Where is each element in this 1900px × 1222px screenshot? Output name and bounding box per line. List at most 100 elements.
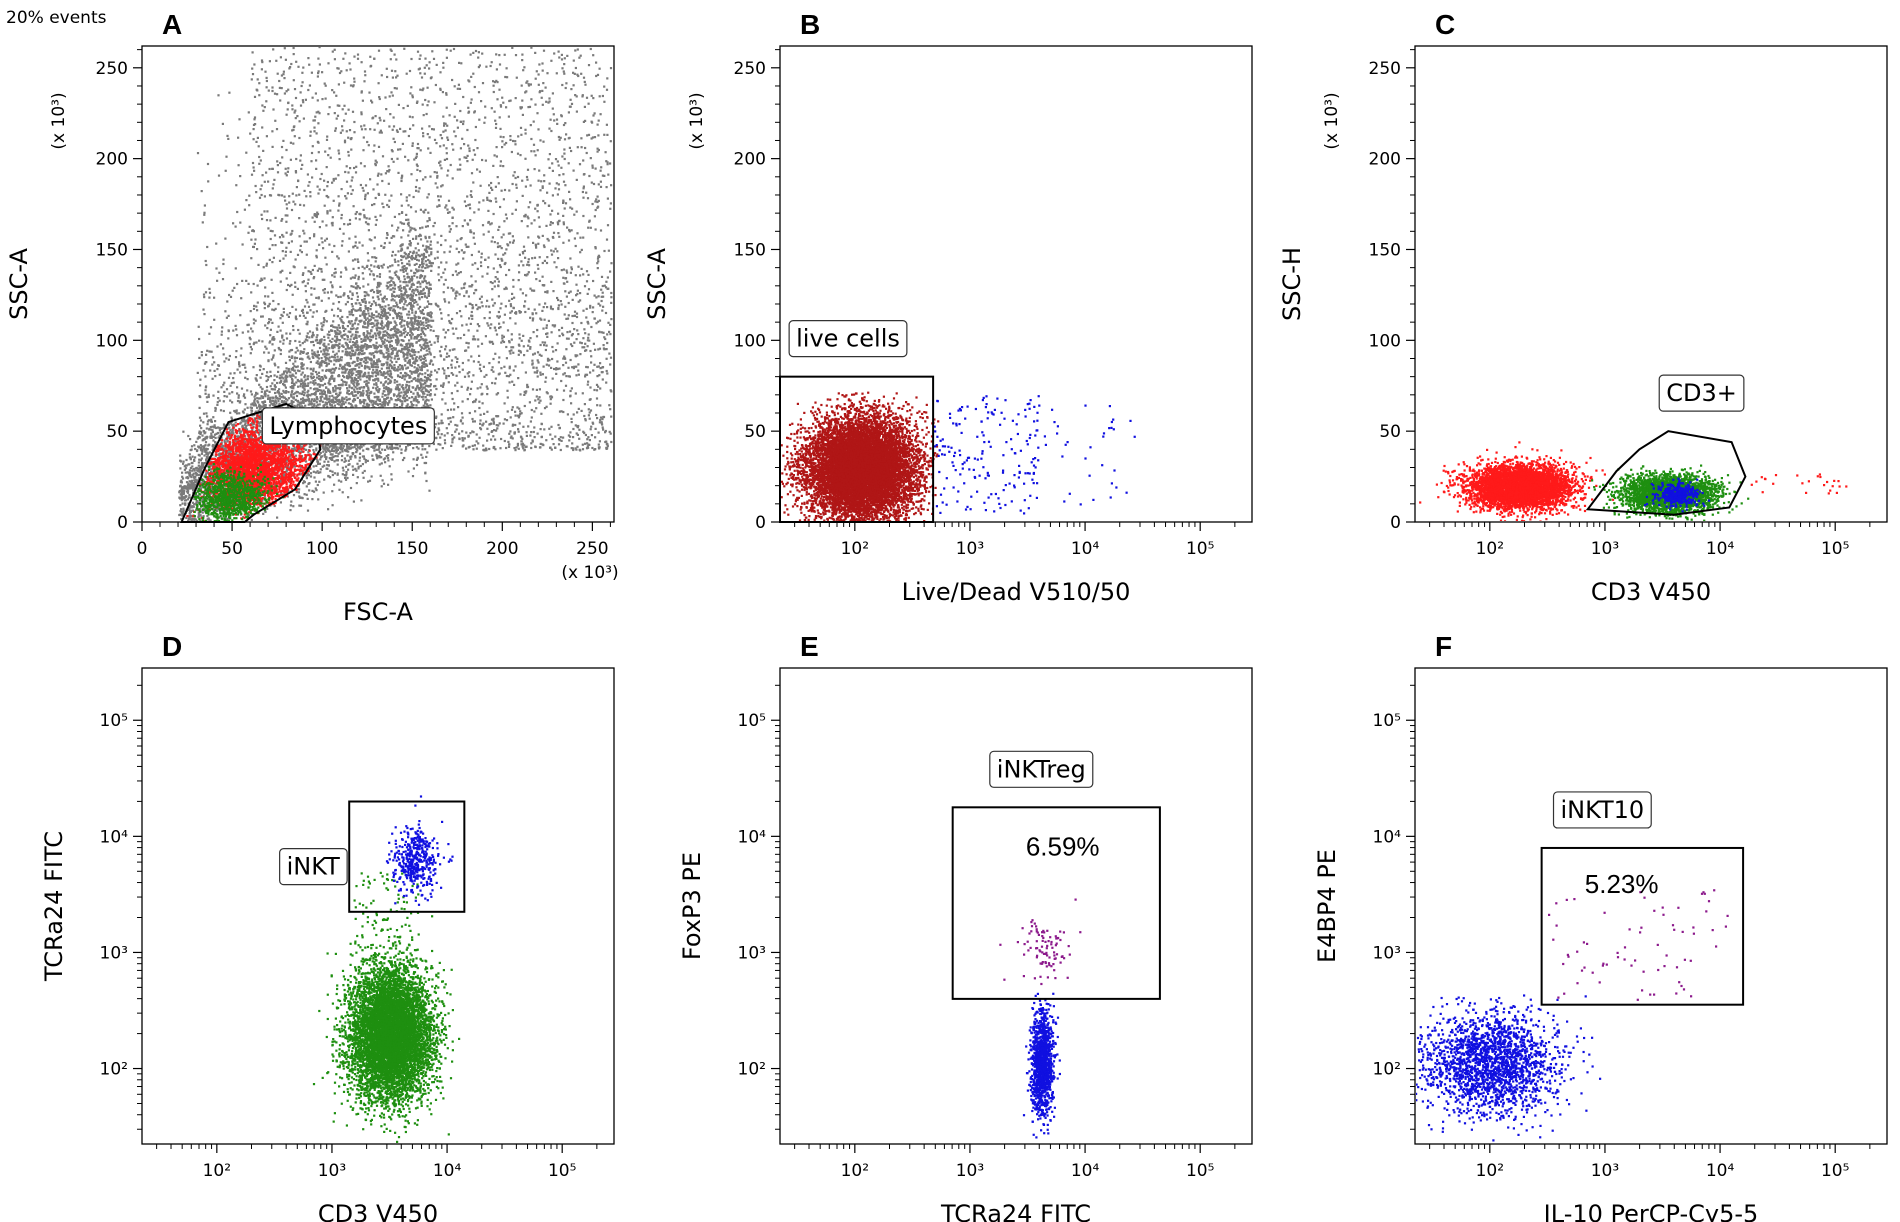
x-tick-label: 150 (396, 539, 428, 559)
y-axis-label: FoxP3 PE (678, 852, 706, 960)
x-axis-label: Live/Dead V510/50 (902, 578, 1131, 606)
y-tick-label: 250 (734, 59, 766, 79)
gate-label-text: CD3+ (1666, 379, 1737, 407)
gate-label-text: iNKT10 (1561, 796, 1645, 824)
x-tick-label: 10⁴ (1071, 1161, 1100, 1181)
x-tick-label: 10³ (1591, 539, 1619, 559)
panel-letter-e: E (800, 631, 819, 662)
y-tick-label: 10⁴ (1373, 827, 1402, 847)
x-tick-label: 10⁵ (1186, 539, 1214, 559)
x-tick-label: 10² (1476, 1161, 1504, 1181)
gate-e (951, 806, 1161, 1000)
events-note: 20% events (6, 8, 106, 28)
x-tick-label: 100 (306, 539, 338, 559)
population-b-1 (933, 395, 1041, 515)
panel-letter-c: C (1435, 9, 1455, 40)
y-tick-label: 150 (96, 240, 128, 260)
x-axis-label: TCRa24 FITC (940, 1200, 1091, 1222)
plot-frame-c (1414, 45, 1888, 523)
x-tick-label: 10³ (318, 1161, 346, 1181)
x-tick-label: 50 (221, 539, 243, 559)
x-tick-label: 10⁵ (1186, 1161, 1214, 1181)
y-tick-label: 200 (96, 150, 128, 170)
panel-d: D 10² 10³ 10⁴ 10⁵ 10² 10³ 10⁴ 10⁵ CD3 V450 TCRa24 … (40, 631, 615, 1222)
gate-percent-e: 6.59% (1026, 831, 1100, 861)
y-tick-label: 50 (1379, 422, 1401, 442)
y-axis-label: SSC-A (5, 248, 33, 320)
panel-letter-f: F (1435, 631, 1452, 662)
x-tick-label: 10⁵ (1821, 1161, 1849, 1181)
population-b-0 (781, 391, 940, 521)
panel-e: E 10² 10³ 10⁴ 10⁵ 10² 10³ 10⁴ 10⁵ TCRa24 FITC FoxP… (678, 631, 1253, 1222)
gate-label-text: live cells (796, 325, 900, 353)
y-multiplier: (x 10³) (49, 92, 69, 149)
panel-letter-a: A (162, 9, 182, 40)
y-axis-label: SSC-H (1278, 247, 1306, 321)
y-tick-label: 10⁵ (1373, 711, 1401, 731)
gate-f (1540, 846, 1745, 1006)
gate-d (348, 800, 466, 913)
x-tick-label: 10⁴ (1706, 539, 1735, 559)
population-e-0 (1022, 992, 1061, 1139)
gate-label-e: iNKTreg (989, 750, 1094, 788)
gate-percent-f: 5.23% (1585, 869, 1659, 899)
y-tick-label: 10² (1373, 1060, 1401, 1080)
gate-label-text: Lymphocytes (269, 412, 427, 440)
population-a-2 (193, 463, 285, 521)
x-tick-label: 10⁵ (1821, 539, 1849, 559)
gate-label-b: live cells (788, 320, 908, 358)
y-tick-label: 10² (738, 1060, 766, 1080)
panel-a: A 0 50 100 150 200 250 0 50 100 150 200 250 (x 10³) (x… (5, 9, 619, 626)
plot-frame-b (779, 45, 1253, 523)
x-tick-label: 10³ (1591, 1161, 1619, 1181)
y-tick-label: 0 (755, 513, 766, 533)
y-tick-label: 150 (1369, 240, 1401, 260)
y-tick-label: 100 (734, 331, 766, 351)
x-tick-label: 200 (486, 539, 518, 559)
gate-label-f: iNKT10 (1552, 791, 1652, 829)
gate-b (779, 375, 935, 523)
population-f-0 (1416, 994, 1602, 1142)
x-tick-label: 10⁴ (1071, 539, 1100, 559)
gate-label-d: iNKT (279, 848, 348, 886)
y-axis-label: E4BP4 PE (1313, 849, 1341, 963)
y-tick-label: 200 (1369, 150, 1401, 170)
y-multiplier: (x 10³) (1322, 92, 1342, 149)
x-tick-label: 10² (841, 1161, 869, 1181)
x-tick-label: 10⁴ (1706, 1161, 1735, 1181)
population-c-1 (1750, 473, 1848, 495)
y-axis-label: TCRa24 FITC (40, 831, 68, 982)
x-multiplier: (x 10³) (561, 563, 618, 583)
population-c-0 (1419, 441, 1615, 521)
y-tick-label: 250 (1369, 59, 1401, 79)
y-tick-label: 10⁴ (738, 827, 767, 847)
x-tick-label: 0 (137, 539, 148, 559)
gate-label-text: iNKTreg (997, 755, 1086, 783)
panel-c: C 10² 10³ 10⁴ 10⁵ 0 50 100 150 200 250 (x 10³) CD3 V… (1278, 9, 1888, 606)
panel-f: F 10² 10³ 10⁴ 10⁵ 10² 10³ 10⁴ 10⁵ IL-10 PerCP-Cy5… (1313, 631, 1888, 1222)
x-tick-label: 250 (576, 539, 608, 559)
plot-frame-a (141, 45, 615, 523)
plot-frame-d (141, 667, 615, 1145)
x-axis-label: CD3 V450 (1591, 578, 1711, 606)
x-tick-label: 10⁵ (548, 1161, 576, 1181)
x-axis-label: FSC-A (343, 598, 414, 626)
panel-letter-d: D (162, 631, 182, 662)
gate-label-c: CD3+ (1658, 374, 1745, 412)
x-tick-label: 10⁴ (433, 1161, 462, 1181)
y-tick-label: 100 (1369, 331, 1401, 351)
y-tick-label: 10⁵ (738, 711, 766, 731)
y-tick-label: 100 (96, 331, 128, 351)
y-tick-label: 150 (734, 240, 766, 260)
y-tick-label: 50 (744, 422, 766, 442)
x-tick-label: 10² (841, 539, 869, 559)
population-d-2 (385, 795, 454, 906)
y-tick-label: 10⁵ (100, 711, 128, 731)
y-tick-label: 50 (106, 422, 128, 442)
plot-frame-e (779, 667, 1253, 1145)
panel-b: B 10² 10³ 10⁴ 10⁵ 0 50 100 150 200 250 (x 10³) Live/… (643, 9, 1253, 606)
y-multiplier: (x 10³) (687, 92, 707, 149)
x-axis-label: IL-10 PerCP-Cy5-5 (1544, 1200, 1759, 1222)
x-tick-label: 10³ (956, 539, 984, 559)
